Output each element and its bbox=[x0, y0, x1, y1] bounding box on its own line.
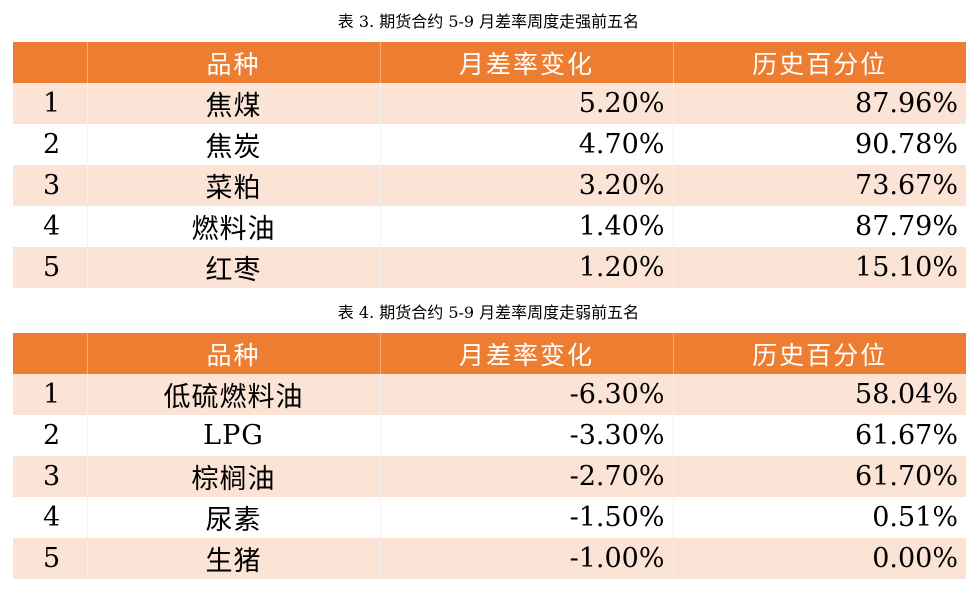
change-cell: 1.20% bbox=[379, 247, 673, 288]
table-row: 2 LPG -3.30% 61.67% bbox=[13, 415, 966, 456]
percentile-cell: 61.70% bbox=[672, 456, 966, 497]
change-cell: -2.70% bbox=[379, 456, 673, 497]
table-row: 3 棕榈油 -2.70% 61.70% bbox=[13, 456, 966, 497]
percentile-cell: 61.67% bbox=[672, 415, 966, 456]
percentile-cell: 58.04% bbox=[672, 374, 966, 415]
percentile-cell: 87.96% bbox=[672, 83, 966, 124]
variety-cell: 燃料油 bbox=[86, 206, 380, 247]
change-cell: -3.30% bbox=[379, 415, 673, 456]
variety-cell: 焦煤 bbox=[86, 83, 380, 124]
variety-cell: 棕榈油 bbox=[86, 456, 380, 497]
percentile-cell: 87.79% bbox=[672, 206, 966, 247]
header-rank bbox=[13, 333, 87, 374]
header-historical-percentile: 历史百分位 bbox=[672, 42, 966, 83]
table-row: 1 焦煤 5.20% 87.96% bbox=[13, 83, 966, 124]
change-cell: -6.30% bbox=[379, 374, 673, 415]
variety-cell: 生猪 bbox=[86, 538, 380, 579]
header-historical-percentile: 历史百分位 bbox=[672, 333, 966, 374]
change-cell: 4.70% bbox=[379, 124, 673, 165]
change-cell: 3.20% bbox=[379, 165, 673, 206]
table-row: 5 生猪 -1.00% 0.00% bbox=[13, 538, 966, 579]
header-spread-change: 月差率变化 bbox=[379, 42, 673, 83]
table-3-strongest: 品种 月差率变化 历史百分位 1 焦煤 5.20% 87.96% 2 焦炭 4.… bbox=[13, 42, 966, 288]
header-rank bbox=[13, 42, 87, 83]
rank-cell: 4 bbox=[13, 206, 87, 247]
table-row: 1 低硫燃料油 -6.30% 58.04% bbox=[13, 374, 966, 415]
variety-cell: LPG bbox=[86, 415, 380, 456]
rank-cell: 1 bbox=[13, 374, 87, 415]
percentile-cell: 0.00% bbox=[672, 538, 966, 579]
table-header-row: 品种 月差率变化 历史百分位 bbox=[13, 333, 966, 374]
table-row: 4 尿素 -1.50% 0.51% bbox=[13, 497, 966, 538]
table-4-caption: 表 4. 期货合约 5-9 月差率周度走弱前五名 bbox=[337, 303, 640, 322]
rank-cell: 1 bbox=[13, 83, 87, 124]
rank-cell: 3 bbox=[13, 165, 87, 206]
rank-cell: 3 bbox=[13, 456, 87, 497]
table-3-caption: 表 3. 期货合约 5-9 月差率周度走强前五名 bbox=[337, 12, 640, 31]
table-4-weakest: 品种 月差率变化 历史百分位 1 低硫燃料油 -6.30% 58.04% 2 L… bbox=[13, 333, 966, 579]
percentile-cell: 90.78% bbox=[672, 124, 966, 165]
change-cell: -1.50% bbox=[379, 497, 673, 538]
variety-cell: 焦炭 bbox=[86, 124, 380, 165]
change-cell: -1.00% bbox=[379, 538, 673, 579]
variety-cell: 尿素 bbox=[86, 497, 380, 538]
variety-cell: 红枣 bbox=[86, 247, 380, 288]
table-row: 3 菜粕 3.20% 73.67% bbox=[13, 165, 966, 206]
table-header-row: 品种 月差率变化 历史百分位 bbox=[13, 42, 966, 83]
percentile-cell: 73.67% bbox=[672, 165, 966, 206]
header-spread-change: 月差率变化 bbox=[379, 333, 673, 374]
table-row: 5 红枣 1.20% 15.10% bbox=[13, 247, 966, 288]
change-cell: 5.20% bbox=[379, 83, 673, 124]
variety-cell: 低硫燃料油 bbox=[86, 374, 380, 415]
rank-cell: 2 bbox=[13, 415, 87, 456]
rank-cell: 2 bbox=[13, 124, 87, 165]
rank-cell: 5 bbox=[13, 247, 87, 288]
header-variety: 品种 bbox=[86, 42, 380, 83]
table-row: 4 燃料油 1.40% 87.79% bbox=[13, 206, 966, 247]
variety-cell: 菜粕 bbox=[86, 165, 380, 206]
rank-cell: 4 bbox=[13, 497, 87, 538]
percentile-cell: 15.10% bbox=[672, 247, 966, 288]
rank-cell: 5 bbox=[13, 538, 87, 579]
percentile-cell: 0.51% bbox=[672, 497, 966, 538]
header-variety: 品种 bbox=[86, 333, 380, 374]
table-row: 2 焦炭 4.70% 90.78% bbox=[13, 124, 966, 165]
change-cell: 1.40% bbox=[379, 206, 673, 247]
